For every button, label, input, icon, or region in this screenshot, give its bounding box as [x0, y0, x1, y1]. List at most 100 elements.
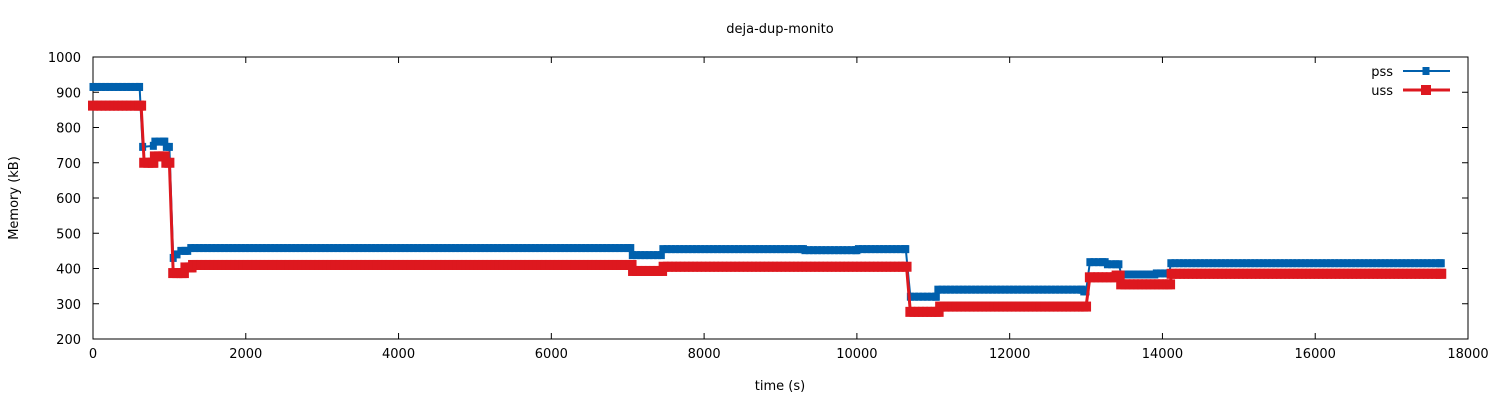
data-point: [615, 244, 623, 253]
data-point: [1121, 270, 1129, 279]
data-point: [110, 82, 118, 91]
data-point: [212, 244, 220, 253]
data-point: [1064, 285, 1072, 294]
data-point: [1221, 259, 1229, 268]
data-point: [755, 245, 763, 254]
data-point: [1147, 270, 1155, 279]
data-point: [1026, 285, 1034, 294]
data-point: [191, 244, 199, 253]
data-point: [701, 245, 709, 254]
data-point: [288, 244, 296, 253]
data-point: [809, 246, 817, 255]
data-point: [187, 244, 195, 253]
data-point: [136, 100, 147, 111]
data-point: [1226, 259, 1234, 268]
x-tick-label: 16000: [1295, 347, 1336, 362]
data-point: [481, 244, 489, 253]
data-point: [713, 245, 721, 254]
data-point: [1385, 259, 1393, 268]
data-point: [863, 245, 871, 254]
series-line-uss: [93, 104, 1442, 314]
data-point: [822, 246, 830, 255]
data-point: [641, 251, 649, 260]
data-point: [540, 244, 548, 253]
x-tick-label: 18000: [1447, 347, 1488, 362]
data-point: [637, 251, 645, 260]
data-point: [309, 244, 317, 253]
data-point: [934, 285, 942, 294]
data-point: [325, 244, 333, 253]
data-point: [177, 246, 185, 255]
data-point: [1432, 259, 1440, 268]
data-point: [984, 285, 992, 294]
data-point: [649, 251, 657, 260]
x-tick-label: 10000: [836, 347, 877, 362]
data-point: [993, 285, 1001, 294]
data-point: [997, 285, 1005, 294]
data-point: [880, 245, 888, 254]
data-point: [627, 244, 635, 253]
data-point: [1086, 258, 1094, 267]
data-point: [173, 250, 181, 259]
legend-marker-uss: [1421, 85, 1431, 95]
data-point: [1276, 259, 1284, 268]
data-point: [1322, 259, 1330, 268]
data-point: [854, 245, 862, 254]
data-point: [805, 246, 813, 255]
data-point: [785, 245, 793, 254]
data-point: [1056, 285, 1064, 294]
data-point: [1314, 259, 1322, 268]
data-point: [250, 244, 258, 253]
data-point: [760, 245, 768, 254]
data-point: [510, 244, 518, 253]
data-point: [472, 244, 480, 253]
data-point: [233, 244, 241, 253]
data-point: [1301, 259, 1309, 268]
data-point: [739, 245, 747, 254]
data-point: [1305, 259, 1313, 268]
data-point: [847, 246, 855, 255]
data-point: [1339, 259, 1347, 268]
data-point: [451, 244, 459, 253]
data-point: [1238, 259, 1246, 268]
data-point: [380, 244, 388, 253]
data-point: [304, 244, 312, 253]
data-point: [561, 244, 569, 253]
data-point: [582, 244, 590, 253]
data-point: [418, 244, 426, 253]
chart-title: deja-dup-monito: [726, 22, 834, 37]
data-point: [376, 244, 384, 253]
data-point: [161, 137, 169, 146]
data-point: [220, 244, 228, 253]
data-point: [938, 285, 946, 294]
data-point: [1018, 285, 1026, 294]
data-point: [409, 244, 417, 253]
data-point: [657, 251, 665, 260]
data-point: [127, 82, 135, 91]
data-point: [405, 244, 413, 253]
data-point: [901, 261, 912, 272]
data-point: [1073, 285, 1081, 294]
data-point: [1014, 285, 1022, 294]
data-point: [1268, 259, 1276, 268]
data-point: [859, 245, 867, 254]
data-point: [688, 245, 696, 254]
data-point: [772, 245, 780, 254]
data-point: [578, 244, 586, 253]
data-point: [1134, 270, 1142, 279]
data-point: [867, 245, 875, 254]
data-point: [401, 244, 409, 253]
x-tick-label: 4000: [382, 347, 415, 362]
y-tick-label: 700: [56, 157, 81, 172]
data-point: [548, 244, 556, 253]
data-point: [1192, 259, 1200, 268]
data-point: [464, 244, 472, 253]
data-point: [557, 244, 564, 253]
data-point: [359, 244, 367, 253]
data-point: [620, 244, 628, 253]
x-tick-label: 8000: [688, 347, 721, 362]
data-point: [730, 245, 738, 254]
data-point: [633, 251, 641, 260]
data-point: [262, 244, 270, 253]
